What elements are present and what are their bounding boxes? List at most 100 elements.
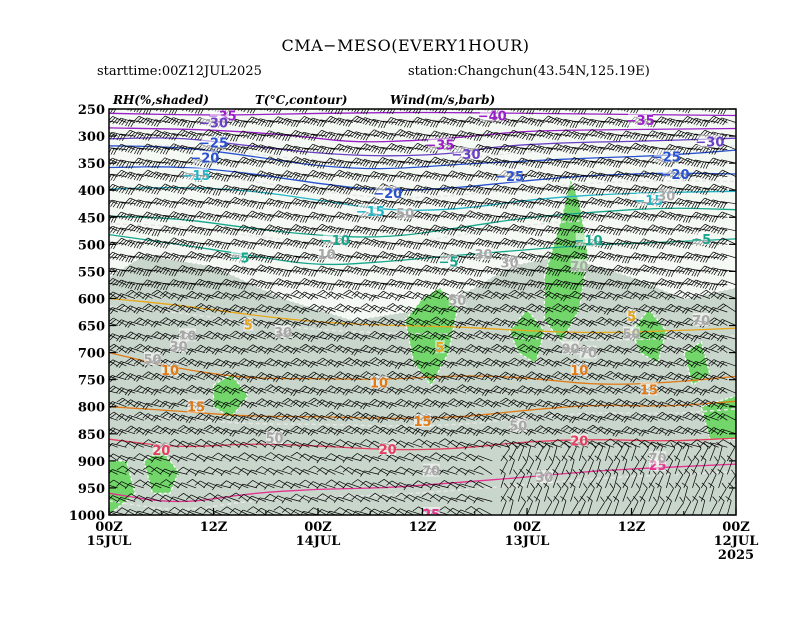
wind-barb (369, 398, 388, 408)
wind-barb (542, 442, 562, 449)
wind-barb (473, 293, 493, 301)
wind-barb (109, 131, 127, 140)
wind-barb (343, 289, 362, 299)
wind-barb (343, 161, 362, 169)
wind-barb (168, 268, 188, 277)
wind-barb (334, 371, 353, 380)
wind-barb (665, 227, 684, 236)
wind-barb (264, 240, 284, 248)
contour-label: 70 (579, 347, 597, 362)
wind-barb (142, 303, 162, 313)
wind-barb (691, 469, 698, 489)
wind-barb (421, 330, 441, 340)
wind-barb (430, 188, 449, 196)
wind-barb (621, 130, 641, 139)
wind-barb (603, 184, 623, 193)
wind-barb (526, 482, 536, 502)
wind-barb (464, 158, 484, 166)
wind-barb (412, 226, 432, 235)
wind-barb (256, 398, 275, 407)
wind-barb (560, 119, 580, 127)
wind-barb (605, 468, 612, 489)
wind-barb (134, 147, 153, 155)
wind-barb (456, 425, 475, 435)
wind-barb (238, 240, 258, 248)
wind-barb (125, 357, 144, 367)
wind-barb (508, 357, 528, 367)
wind-barb (708, 374, 728, 382)
wind-barb (325, 267, 345, 276)
wind-barb (186, 240, 205, 249)
wind-barb (586, 118, 606, 127)
wind-barb (177, 254, 197, 263)
wind-barb (430, 452, 449, 462)
wind-barb (717, 269, 736, 277)
wind-barb (290, 425, 310, 435)
wind-barb (465, 344, 484, 353)
contour-label-bg (274, 325, 292, 338)
wind-barb (281, 279, 301, 288)
contour-label: 70 (570, 260, 588, 275)
wind-barb (508, 119, 528, 128)
wind-barb (264, 452, 284, 462)
wind-barb (109, 360, 118, 367)
contour-label: −20 (190, 152, 219, 167)
wind-barb (333, 292, 353, 300)
wind-barb (692, 482, 701, 502)
wind-barb (595, 290, 615, 299)
wind-barb (255, 280, 275, 288)
wind-barb (605, 455, 614, 475)
temp-contour-10 (109, 351, 736, 385)
wind-barb (255, 455, 275, 462)
wind-barb (238, 120, 258, 128)
wind-barb (394, 320, 414, 328)
wind-barb (499, 133, 519, 141)
wind-barb (194, 184, 214, 193)
wind-barb (464, 226, 484, 234)
wind-barb (238, 214, 258, 222)
wind-barb (708, 199, 728, 208)
wind-barb (647, 441, 667, 448)
wind-barb (647, 214, 667, 222)
wind-barb (665, 482, 674, 502)
wind-barb (247, 268, 266, 276)
wind-barb (159, 267, 179, 275)
wind-barb (334, 507, 353, 515)
wind-barb (247, 438, 267, 448)
wind-barb (438, 158, 458, 167)
wind-barb (168, 303, 188, 313)
wind-barb (386, 158, 406, 167)
wind-barb (290, 255, 310, 264)
wind-barb (109, 203, 110, 204)
wind-barb (560, 331, 580, 340)
wind-barb (299, 147, 319, 155)
wind-barb (203, 228, 223, 236)
wind-barb (682, 411, 702, 421)
wind-barb (255, 118, 275, 126)
wind-barb (109, 454, 118, 462)
wind-barb (334, 269, 353, 277)
wind-barb (516, 374, 536, 382)
wind-barb (586, 330, 606, 340)
wind-barb (560, 186, 580, 195)
wind-barb (473, 303, 493, 313)
wind-barb (603, 226, 623, 235)
wind-barb (360, 159, 380, 167)
wind-barb (360, 506, 380, 515)
wind-barb (647, 347, 667, 355)
y-tick-label: 550 (78, 265, 105, 280)
wind-barb (246, 495, 266, 502)
wind-barb (551, 253, 571, 261)
wind-barb (109, 385, 127, 394)
wind-barb (587, 482, 595, 502)
wind-barb (395, 398, 414, 408)
wind-barb (185, 266, 205, 275)
wind-barb (247, 480, 266, 489)
y-tick-label: 900 (78, 455, 105, 470)
rh-contour-line-8 (109, 305, 736, 341)
wind-barb (264, 214, 284, 222)
wind-barb (195, 438, 214, 448)
contour-label: −25 (652, 151, 681, 166)
wind-barb (525, 428, 545, 436)
wind-barb (299, 199, 319, 208)
